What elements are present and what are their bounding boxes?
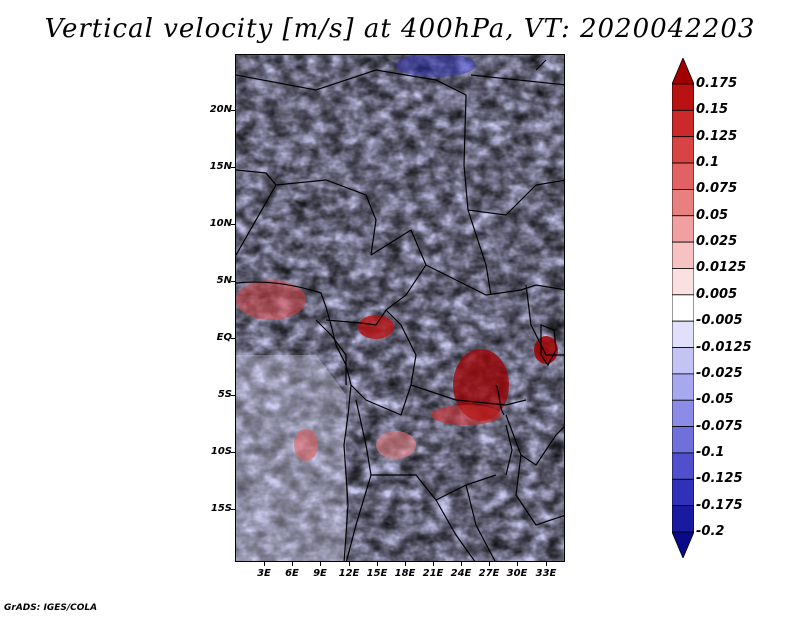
lon-label-27e: 27E — [478, 568, 500, 579]
lat-tick — [231, 452, 235, 453]
lon-label-18e: 18E — [394, 568, 416, 579]
colorbar-swatch — [672, 58, 694, 85]
vertical-velocity-field — [236, 55, 564, 561]
colorbar-swatch — [672, 241, 694, 269]
lon-tick — [461, 562, 462, 566]
colorbar-swatch — [672, 268, 694, 296]
colorbar-label: 0.075 — [696, 181, 738, 197]
colorbar-swatch — [672, 215, 694, 243]
colorbar-label: -0.025 — [696, 365, 743, 381]
colorbar-label: 0.15 — [696, 102, 729, 118]
colorbar — [672, 58, 694, 558]
lon-label-12e: 12E — [338, 568, 360, 579]
lat-label-15n: 15N — [209, 161, 232, 172]
colorbar-swatch — [672, 109, 694, 138]
lon-tick — [349, 562, 350, 566]
colorbar-swatch — [672, 478, 694, 507]
lat-label-20n: 20N — [209, 104, 232, 115]
lat-label-10n: 10N — [209, 218, 232, 229]
lat-label-15s: 15S — [210, 503, 232, 514]
colorbar-label: 0.1 — [696, 155, 720, 171]
lon-label-30e: 30E — [506, 568, 528, 579]
map-title: Vertical velocity [m/s] at 400hPa, VT: 2… — [44, 14, 756, 44]
colorbar-label: -0.175 — [696, 497, 743, 513]
lon-label-6e: 6E — [285, 568, 299, 579]
colorbar-label: 0.05 — [696, 207, 729, 223]
lon-tick — [405, 562, 406, 566]
colorbar-swatch — [672, 373, 694, 401]
lat-tick — [231, 110, 235, 111]
colorbar-swatch — [672, 531, 694, 558]
lat-label-eq: EQ — [216, 332, 232, 343]
lat-tick — [231, 395, 235, 396]
colorbar-label: 0.025 — [696, 234, 738, 250]
colorbar-swatch — [672, 505, 694, 533]
colorbar-swatch — [672, 83, 694, 111]
lon-tick — [489, 562, 490, 566]
lat-tick — [231, 281, 235, 282]
colorbar-label: -0.05 — [696, 392, 734, 408]
lat-tick — [231, 338, 235, 339]
colorbar-label: 0.0125 — [696, 260, 747, 276]
colorbar-label: -0.1 — [696, 444, 725, 460]
lat-tick — [231, 167, 235, 168]
lat-tick — [231, 509, 235, 510]
lon-label-24e: 24E — [450, 568, 472, 579]
convection-cluster-congo — [236, 55, 558, 461]
colorbar-label: 0.175 — [696, 76, 738, 91]
lat-label-5s: 5S — [217, 389, 232, 400]
coastline — [236, 281, 557, 561]
lon-tick — [546, 562, 547, 566]
colorbar-swatch — [672, 189, 694, 217]
lon-tick — [292, 562, 293, 566]
colorbar-swatch — [672, 320, 694, 348]
lon-tick — [320, 562, 321, 566]
colorbar-swatch — [672, 136, 694, 164]
colorbar-swatch — [672, 399, 694, 427]
colorbar-swatch — [672, 426, 694, 454]
colorbar-label: 0.005 — [696, 286, 738, 302]
colorbar-label: -0.005 — [696, 313, 743, 329]
lon-tick — [377, 562, 378, 566]
lon-label-33e: 33E — [535, 568, 557, 579]
colorbar-label: -0.075 — [696, 418, 743, 434]
colorbar-label: -0.2 — [696, 524, 725, 539]
lon-tick — [517, 562, 518, 566]
lon-label-21e: 21E — [422, 568, 444, 579]
colorbar-swatch — [672, 452, 694, 480]
lon-tick — [433, 562, 434, 566]
footer-credit: GrADS: IGES/COLA — [4, 603, 98, 613]
colorbar-label: 0.125 — [696, 128, 738, 144]
lon-tick — [264, 562, 265, 566]
lon-label-3e: 3E — [257, 568, 271, 579]
colorbar-swatch — [672, 347, 694, 375]
lat-label-5n: 5N — [216, 275, 232, 286]
country-borders — [236, 59, 564, 561]
lat-tick — [231, 224, 235, 225]
colorbar-swatch — [672, 162, 694, 190]
colorbar-swatch — [672, 294, 694, 322]
colorbar-label: -0.125 — [696, 471, 743, 487]
lon-label-15e: 15E — [366, 568, 388, 579]
colorbar-label: -0.0125 — [696, 339, 752, 355]
map-plot-area — [235, 54, 565, 562]
lon-label-9e: 9E — [313, 568, 327, 579]
lat-label-10s: 10S — [210, 446, 232, 457]
